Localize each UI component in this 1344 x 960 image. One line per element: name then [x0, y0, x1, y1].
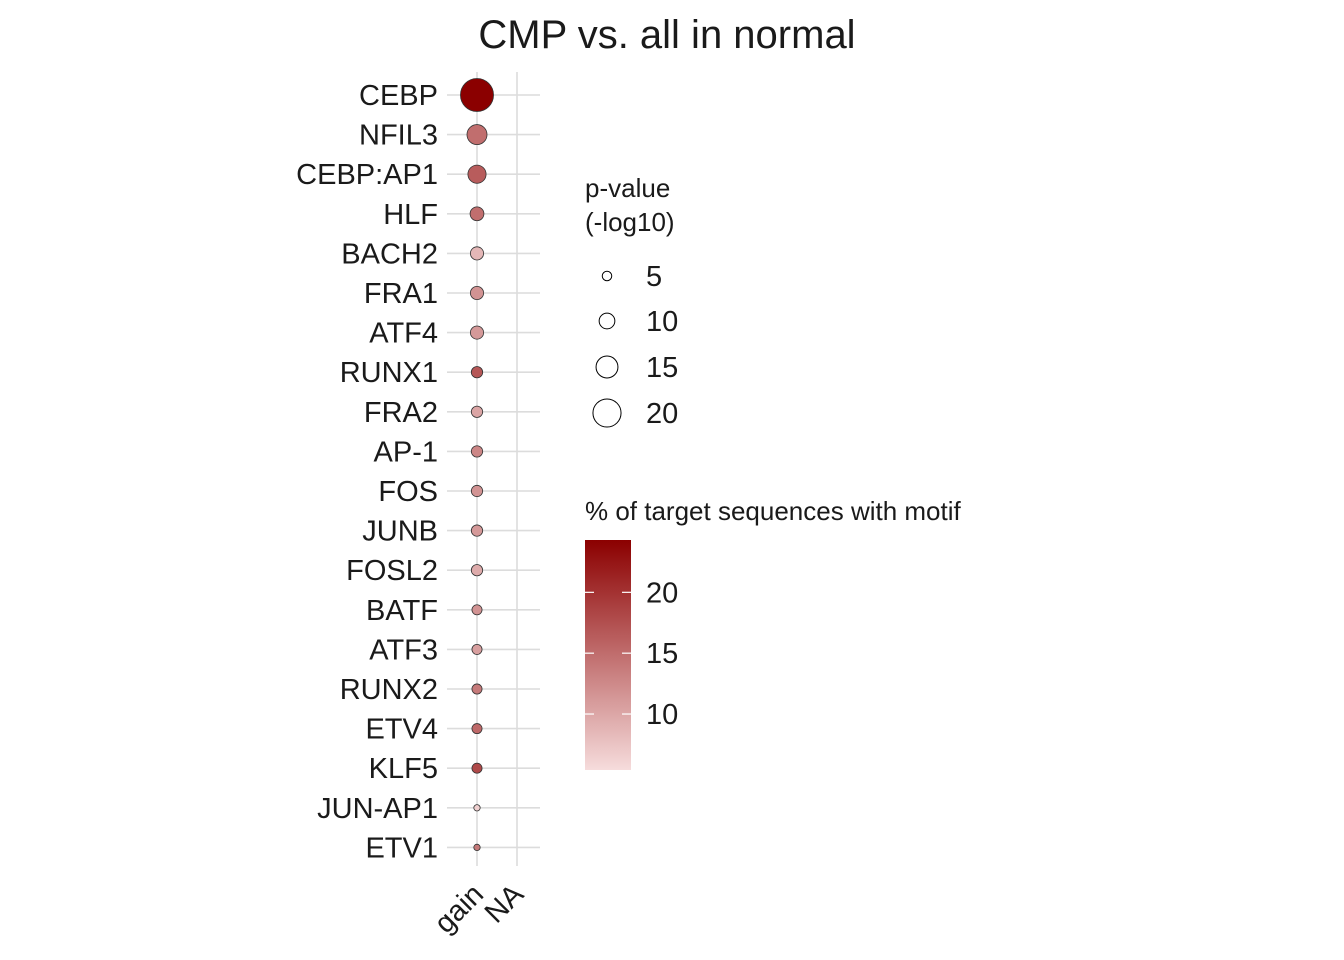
y-tick-label: ETV1 [365, 832, 438, 864]
y-tick-label: CEBP:AP1 [296, 159, 438, 191]
colorbar [585, 540, 631, 770]
colorbar-tick-label: 10 [646, 699, 678, 731]
point-fra2 [470, 405, 484, 418]
y-tick-label: AP-1 [374, 436, 438, 468]
size-legend-key [601, 270, 613, 282]
y-tick-label: HLF [383, 199, 438, 231]
y-tick-label: ATF4 [369, 318, 438, 350]
point-fra1 [469, 285, 485, 301]
x-tick-label: NA [479, 878, 531, 930]
y-tick-labels: CEBP NFIL3 CEBP:AP1 HLF BACH2 FRA1 ATF4 RUNX1 FR… [296, 80, 438, 864]
y-tick-label: ATF3 [369, 634, 438, 666]
size-legend-label: 5 [646, 261, 662, 293]
y-tick-label: JUNB [362, 516, 438, 548]
point-atf4 [469, 325, 485, 340]
point-cebp [460, 78, 494, 112]
point-cebp-ap1 [467, 164, 487, 184]
y-tick-label: ETV4 [365, 714, 438, 746]
point-hlf [469, 206, 485, 222]
point-klf5 [471, 762, 483, 774]
y-tick-label: JUN-AP1 [317, 793, 438, 825]
y-tick-label: RUNX2 [340, 674, 438, 706]
size-legend-key [595, 355, 619, 379]
point-etv4 [471, 723, 483, 735]
color-legend-title: % of target sequences with motif [585, 496, 962, 526]
y-tick-label: FOSL2 [346, 555, 438, 587]
point-nfil3 [466, 124, 488, 146]
color-legend: % of target sequences with motif 10 15 20 [585, 496, 962, 770]
y-tick-label: NFIL3 [359, 120, 438, 152]
point-bach2 [469, 246, 485, 261]
size-legend-label: 15 [646, 352, 678, 384]
point-junb [470, 524, 484, 537]
y-tick-label: BACH2 [341, 238, 438, 270]
grid-lines [447, 72, 540, 866]
y-tick-label: CEBP [359, 80, 438, 112]
y-tick-label: BATF [366, 595, 438, 627]
point-fosl2 [470, 564, 484, 577]
size-legend-title-line2: (-log10) [585, 207, 675, 237]
colorbar-tick-label: 15 [646, 638, 678, 670]
y-tick-label: KLF5 [369, 753, 438, 785]
point-etv1 [473, 843, 481, 852]
chart-title: CMP vs. all in normal [478, 13, 855, 57]
colorbar-tick-label: 20 [646, 577, 678, 609]
size-legend: p-value (-log10) 5 10 15 20 [585, 173, 678, 430]
size-legend-key [592, 398, 622, 428]
point-ap-1 [470, 445, 484, 458]
size-legend-label: 10 [646, 306, 678, 338]
point-runx1 [470, 366, 484, 379]
data-points [460, 78, 494, 852]
point-atf3 [471, 643, 483, 655]
size-legend-title-line1: p-value [585, 173, 670, 203]
y-tick-label: FOS [378, 476, 438, 508]
y-tick-label: FRA2 [364, 397, 438, 429]
point-jun-ap1 [473, 804, 481, 812]
point-batf [471, 604, 483, 616]
size-legend-label: 20 [646, 398, 678, 430]
point-runx2 [471, 683, 483, 695]
size-legend-key [598, 312, 616, 330]
y-tick-label: RUNX1 [340, 357, 438, 389]
y-tick-label: FRA1 [364, 278, 438, 310]
point-fos [470, 484, 484, 498]
